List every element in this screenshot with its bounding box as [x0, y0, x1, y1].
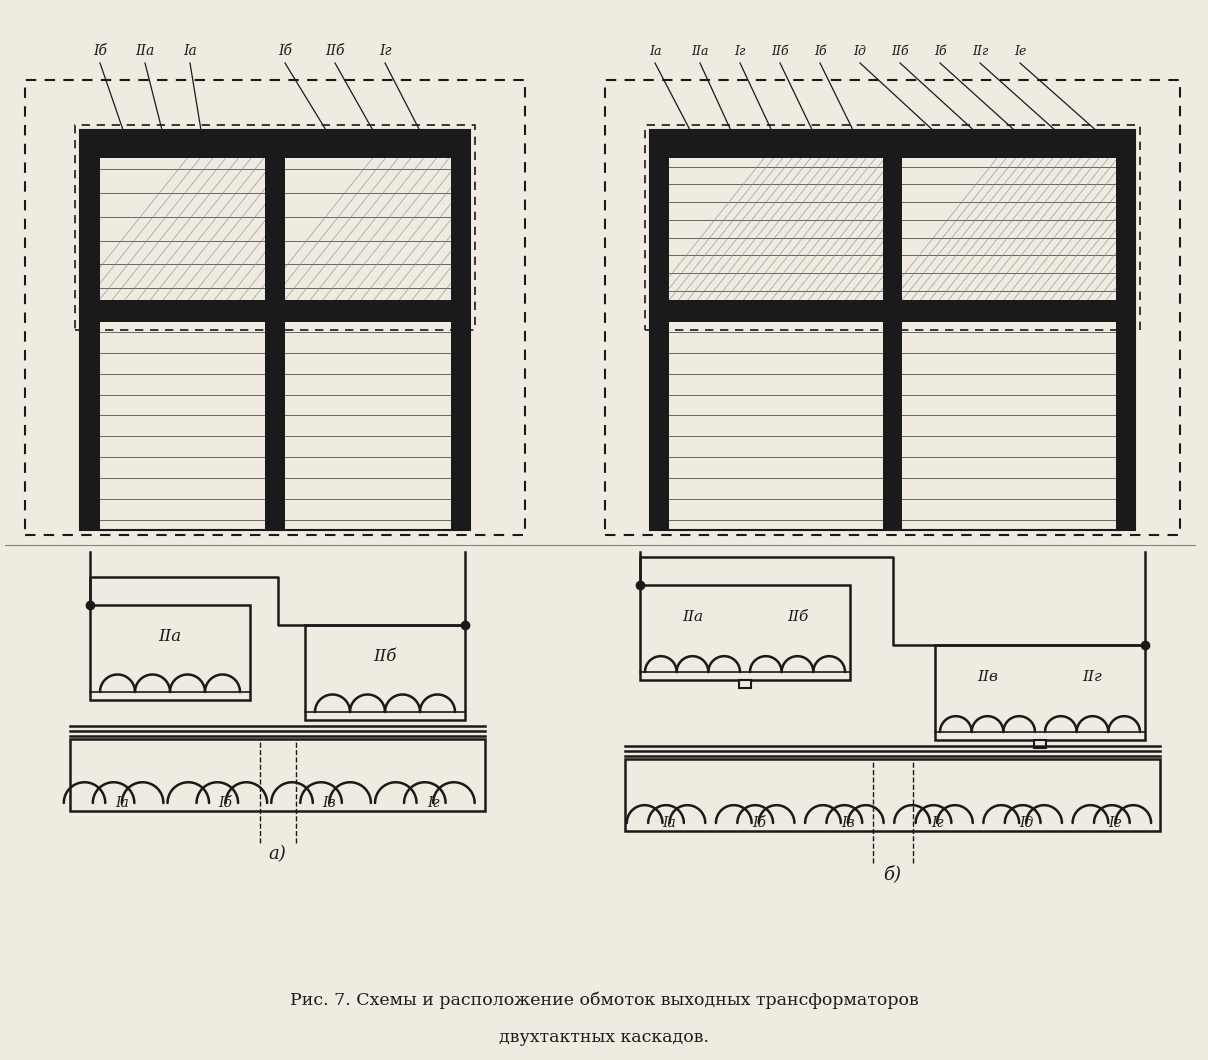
Text: Iа: Iа [663, 816, 676, 830]
Text: б): б) [883, 865, 901, 883]
Bar [80, 129, 470, 158]
Bar [650, 300, 1136, 322]
Bar [1116, 129, 1136, 530]
Text: Iб: Iб [93, 45, 108, 58]
Bar [605, 80, 1180, 535]
Text: IIб: IIб [373, 648, 396, 665]
Text: Рис. 7. Схемы и расположение обмоток выходных трансформаторов: Рис. 7. Схемы и расположение обмоток вых… [290, 991, 918, 1009]
Bar [739, 681, 751, 688]
Text: IIг: IIг [1082, 670, 1103, 684]
Text: Iд: Iд [1020, 816, 1033, 830]
Bar [304, 625, 465, 720]
Bar [266, 129, 285, 530]
Text: Iб: Iб [219, 796, 233, 810]
Text: Iе: Iе [1109, 816, 1122, 830]
Text: двухтактных каскадов.: двухтактных каскадов. [499, 1029, 709, 1046]
Text: Iе: Iе [1014, 45, 1026, 58]
Bar [80, 300, 470, 322]
Text: IIа: IIа [158, 629, 181, 646]
Bar [625, 759, 1160, 831]
Text: Iг: Iг [426, 796, 440, 810]
Text: IIг: IIг [971, 45, 988, 58]
Text: Iб: Iб [934, 45, 946, 58]
Bar [650, 129, 1136, 530]
Text: Iв: Iв [323, 796, 336, 810]
Bar [80, 129, 470, 530]
Bar [1034, 740, 1046, 748]
Text: Iа: Iа [184, 45, 197, 58]
Bar [645, 125, 1140, 330]
Bar [70, 739, 484, 811]
Bar [883, 129, 902, 530]
Text: IIа: IIа [691, 45, 709, 58]
Bar [935, 644, 1145, 740]
Bar [650, 129, 1136, 158]
Bar [650, 129, 669, 530]
Text: Iа: Iа [115, 796, 129, 810]
Bar [80, 129, 99, 530]
Text: Iд: Iд [854, 45, 866, 58]
Text: IIа: IIа [135, 45, 155, 58]
Text: Iг: Iг [734, 45, 745, 58]
Text: Iб: Iб [814, 45, 826, 58]
Text: Iб: Iб [751, 816, 766, 830]
Text: IIб: IIб [325, 45, 344, 58]
Bar [451, 129, 470, 530]
Text: IIа: IIа [683, 611, 703, 624]
Text: Iг: Iг [379, 45, 391, 58]
Text: Iв: Iв [841, 816, 855, 830]
Bar [75, 125, 475, 330]
Text: IIв: IIв [977, 670, 998, 684]
Text: IIб: IIб [892, 45, 908, 58]
Bar [91, 605, 250, 700]
Bar [25, 80, 525, 535]
Text: IIб: IIб [771, 45, 789, 58]
Text: Iг: Iг [931, 816, 943, 830]
Text: а): а) [268, 845, 286, 863]
Text: IIб: IIб [786, 611, 808, 624]
Bar [640, 585, 850, 681]
Text: Iа: Iа [649, 45, 661, 58]
Text: Iб: Iб [278, 45, 292, 58]
